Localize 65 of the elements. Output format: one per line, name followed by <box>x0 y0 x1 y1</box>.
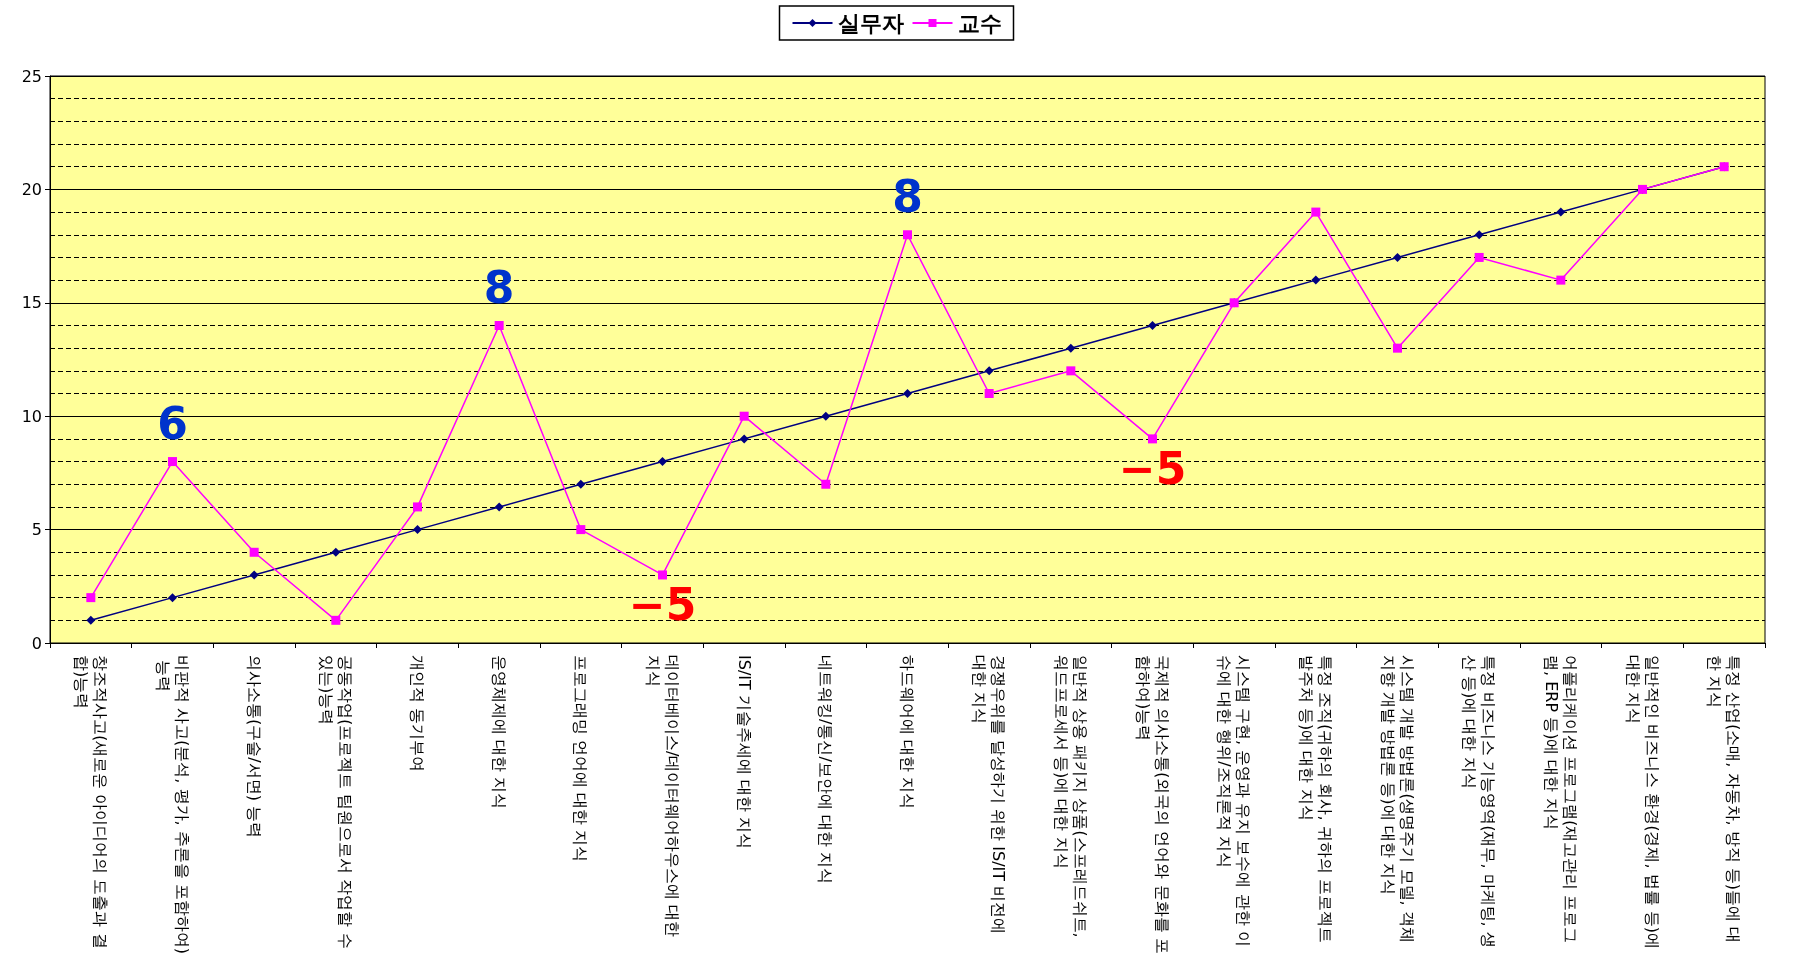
y-tick-label: 25 <box>21 66 42 86</box>
x-tick-label: 특정 비즈니스 기능영역(재무, 마케팅, 생산 등)에 대한 지식 <box>1460 655 1499 948</box>
x-tick-label: IS/IT 기술추세에 대한 지식 <box>734 655 754 850</box>
x-tick-label: 어플리케이션 프로그램(재고관리 프로그램, ERP 등)에 대한 지식 <box>1541 655 1580 944</box>
x-tick-label: 하드웨어에 대한 지식 <box>898 655 917 810</box>
x-tick-label: 비판적 사고(분석, 평가, 추론을 포함하여) 능력 <box>153 655 192 954</box>
x-tick-label: 특정 산업(소매, 자동차, 방직 등)들에 대한 지식 <box>1705 655 1744 944</box>
point <box>658 570 667 580</box>
point <box>249 570 259 580</box>
y-tick-label: 0 <box>31 633 42 653</box>
point <box>1556 207 1566 217</box>
point <box>1556 275 1566 285</box>
legend-label: 실무자 <box>837 10 904 36</box>
point <box>821 411 831 421</box>
point <box>576 525 586 535</box>
x-tick-label: 시스템 구현, 운영과 유지 보수에 관한 이슈에 대한 행위/조직론적 지식 <box>1215 655 1254 947</box>
point <box>1066 366 1076 376</box>
point <box>1393 343 1402 353</box>
point <box>984 366 994 376</box>
point <box>739 411 749 421</box>
point <box>1148 434 1157 444</box>
y-tick-label: 5 <box>31 520 42 540</box>
point <box>86 615 96 625</box>
x-tick-label: 데이터베이스/데이터웨어하우스에 대한 지식 <box>643 655 682 943</box>
point <box>576 479 586 489</box>
point <box>1474 230 1484 240</box>
point <box>86 593 96 603</box>
point <box>1311 275 1321 285</box>
point <box>413 525 422 535</box>
y-tick-label: 15 <box>21 293 42 313</box>
point <box>249 547 259 557</box>
point <box>494 502 504 512</box>
legend-label: 교수 <box>957 10 1002 36</box>
point <box>494 320 504 330</box>
x-tick-label: 시스템 개발 방법론(생명주기 모델, 객체지향 개발 방법론 등)에 대한 지식 <box>1378 655 1417 943</box>
point <box>821 479 831 489</box>
x-tick-label: 개인적 동기부여 <box>408 655 427 773</box>
x-tick-label: 일반적 상용 패키지 상품(스프레드쉬트, 워드프로세서 등)에 대한 지식 <box>1051 655 1090 943</box>
x-tick-label: 경쟁우위를 달성하기 위한 IS/IT 비전에 대한 지식 <box>970 655 1009 940</box>
point <box>1474 252 1484 262</box>
point <box>739 434 749 444</box>
x-tick-label: 공동작업(프로젝트 팀원으로서 작업할 수 있는)능력 <box>316 655 355 954</box>
y-tick-label: 10 <box>21 406 42 426</box>
point <box>1393 252 1402 262</box>
point <box>984 389 994 399</box>
x-tick-label: 운영체제에 대한 지식 <box>489 655 509 810</box>
x-tick-label: 창조적사고(새로운 아이디어의 도출과 결합)능력 <box>71 655 110 949</box>
y-tick-label: 20 <box>21 179 42 199</box>
x-tick-label: 프로그래밍 언어에 대한 지식 <box>571 655 591 863</box>
point <box>168 593 177 603</box>
point <box>331 615 341 625</box>
x-tick-label: 네트워킹/통신/보안에 대한 지식 <box>816 655 836 884</box>
x-tick-label: 특정 조직(귀하의 회사, 귀하의 프로젝트 발주처 등)에 대한 지식 <box>1296 655 1335 948</box>
x-tick-label: 의사소통(구술/서면) 능력 <box>244 655 264 838</box>
point <box>413 502 422 512</box>
point <box>658 457 667 467</box>
point <box>903 230 912 240</box>
point <box>168 457 177 467</box>
point <box>903 389 912 399</box>
x-tick-label: 일반적인 비즈니스 환경(경제, 법률 등)에 대한 지식 <box>1623 655 1662 954</box>
point <box>331 547 341 557</box>
point <box>1311 207 1321 217</box>
x-tick-label: 국제적 의사소통(외국의 언어와 문화를 포함하여)능력 <box>1133 655 1172 954</box>
point <box>1148 320 1157 330</box>
point <box>1066 343 1076 353</box>
